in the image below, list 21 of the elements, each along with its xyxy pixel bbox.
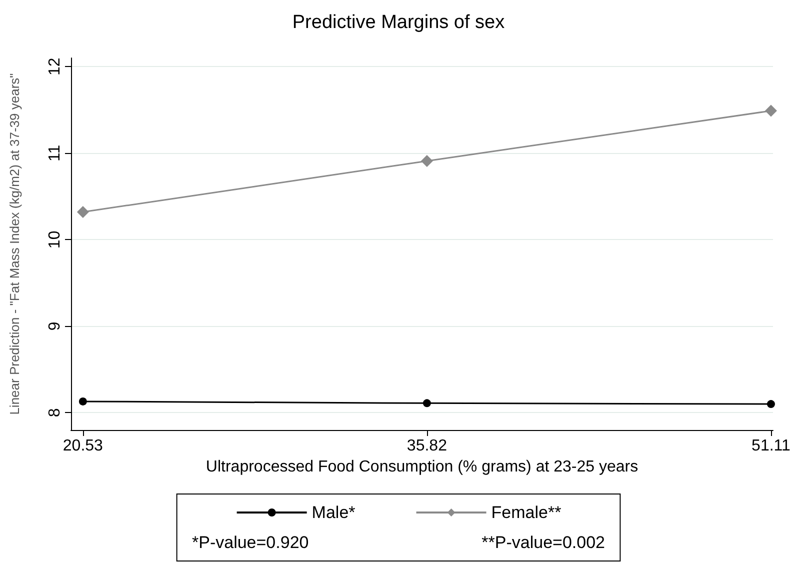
chart-title: Predictive Margins of sex [292, 12, 506, 33]
text: **P-value=0.002 [482, 533, 605, 552]
legend-label: Male* [312, 503, 356, 522]
point [764, 104, 777, 117]
x-tick-label: 51.11 [752, 438, 790, 454]
legend-label: Female** [491, 503, 562, 522]
point [420, 154, 433, 167]
text: *P-value=0.920 [192, 533, 309, 552]
y-tick-label: 9 [46, 322, 64, 331]
x-tick-label: 20.53 [62, 438, 104, 454]
x-axis-title: Ultraprocessed Food Consumption (% grams) at 23-25 years [206, 458, 638, 476]
y-tick-label: 11 [46, 144, 64, 162]
y-axis-title: Linear Prediction - "Fat Mass Index (kg/m2) at 37-39 years" [7, 72, 22, 415]
y-tick-label: 10 [46, 230, 64, 249]
point [422, 399, 431, 408]
point [766, 400, 775, 408]
point [76, 206, 89, 218]
y-tick-label: 8 [46, 408, 64, 418]
x-tick-label: 35.82 [406, 438, 448, 454]
point [78, 397, 87, 406]
y-tick-label: 12 [46, 58, 64, 76]
